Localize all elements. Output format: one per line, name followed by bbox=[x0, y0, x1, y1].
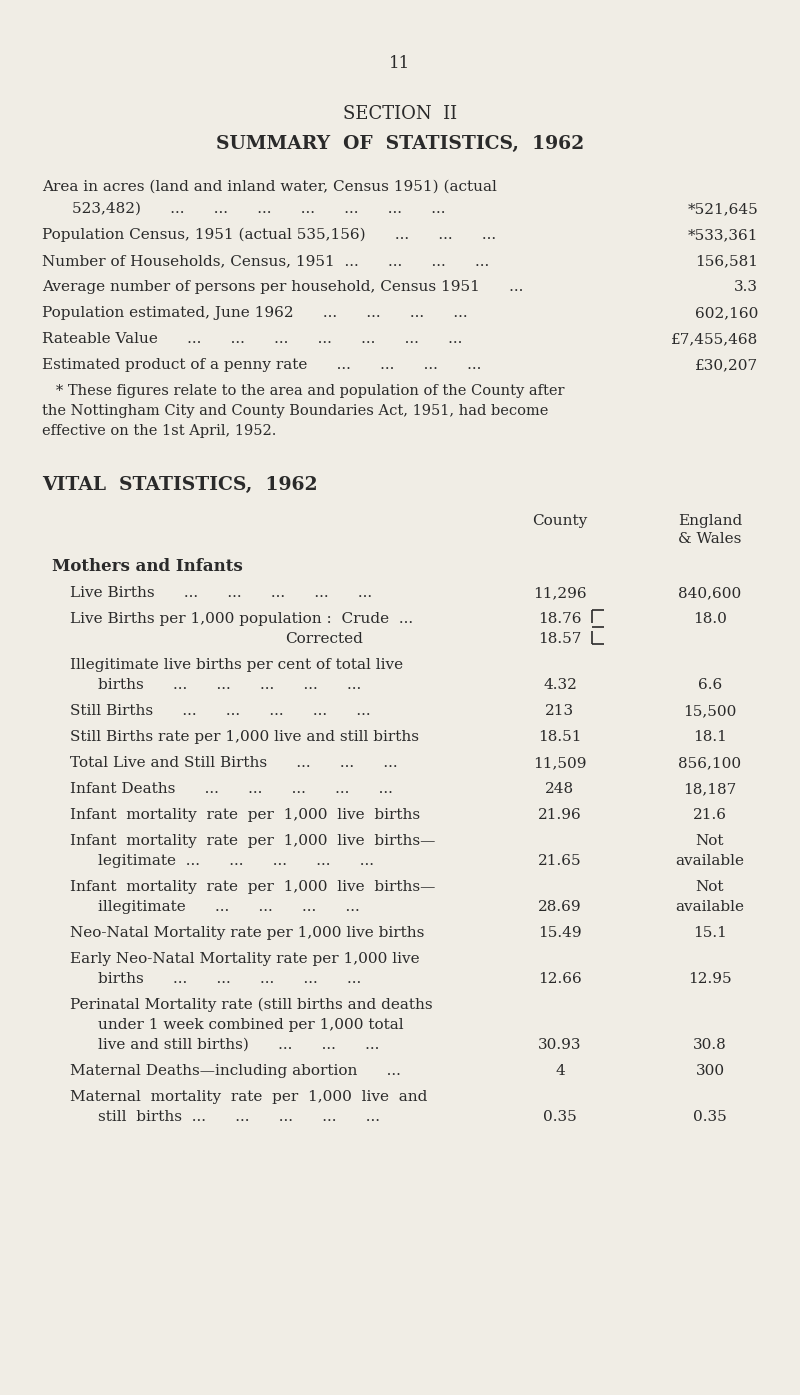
Text: 840,600: 840,600 bbox=[678, 586, 742, 600]
Text: 3.3: 3.3 bbox=[734, 280, 758, 294]
Text: 856,100: 856,100 bbox=[678, 756, 742, 770]
Text: Perinatal Mortality rate (still births and deaths: Perinatal Mortality rate (still births a… bbox=[70, 997, 433, 1013]
Text: £30,207: £30,207 bbox=[695, 359, 758, 372]
Text: Population estimated, June 1962      ...      ...      ...      ...: Population estimated, June 1962 ... ... … bbox=[42, 306, 468, 319]
Text: Infant Deaths      ...      ...      ...      ...      ...: Infant Deaths ... ... ... ... ... bbox=[70, 783, 393, 797]
Text: SECTION  II: SECTION II bbox=[343, 105, 457, 123]
Text: Infant  mortality  rate  per  1,000  live  births—: Infant mortality rate per 1,000 live bir… bbox=[70, 880, 435, 894]
Text: & Wales: & Wales bbox=[678, 531, 742, 545]
Text: 18.0: 18.0 bbox=[693, 612, 727, 626]
Text: Infant  mortality  rate  per  1,000  live  births: Infant mortality rate per 1,000 live bir… bbox=[70, 808, 420, 822]
Text: Rateable Value      ...      ...      ...      ...      ...      ...      ...: Rateable Value ... ... ... ... ... ... .… bbox=[42, 332, 462, 346]
Text: VITAL  STATISTICS,  1962: VITAL STATISTICS, 1962 bbox=[42, 476, 318, 494]
Text: 18.76: 18.76 bbox=[538, 612, 582, 626]
Text: Maternal  mortality  rate  per  1,000  live  and: Maternal mortality rate per 1,000 live a… bbox=[70, 1089, 427, 1103]
Text: County: County bbox=[532, 513, 588, 527]
Text: births      ...      ...      ...      ...      ...: births ... ... ... ... ... bbox=[98, 678, 362, 692]
Text: 18.1: 18.1 bbox=[693, 730, 727, 744]
Text: Live Births per 1,000 population :  Crude  ...: Live Births per 1,000 population : Crude… bbox=[70, 612, 413, 626]
Text: 18.51: 18.51 bbox=[538, 730, 582, 744]
Text: £7,455,468: £7,455,468 bbox=[670, 332, 758, 346]
Text: Not: Not bbox=[696, 834, 724, 848]
Text: 18,187: 18,187 bbox=[683, 783, 737, 797]
Text: Maternal Deaths—including abortion      ...: Maternal Deaths—including abortion ... bbox=[70, 1064, 401, 1078]
Text: * These figures relate to the area and population of the County after: * These figures relate to the area and p… bbox=[42, 384, 565, 398]
Text: 11,296: 11,296 bbox=[533, 586, 587, 600]
Text: 0.35: 0.35 bbox=[693, 1110, 727, 1124]
Text: Illegitimate live births per cent of total live: Illegitimate live births per cent of tot… bbox=[70, 658, 403, 672]
Text: Still Births rate per 1,000 live and still births: Still Births rate per 1,000 live and sti… bbox=[70, 730, 419, 744]
Text: 248: 248 bbox=[546, 783, 574, 797]
Text: SUMMARY  OF  STATISTICS,  1962: SUMMARY OF STATISTICS, 1962 bbox=[216, 135, 584, 153]
Text: Live Births      ...      ...      ...      ...      ...: Live Births ... ... ... ... ... bbox=[70, 586, 372, 600]
Text: 21.6: 21.6 bbox=[693, 808, 727, 822]
Text: 4: 4 bbox=[555, 1064, 565, 1078]
Text: illegitimate      ...      ...      ...      ...: illegitimate ... ... ... ... bbox=[98, 900, 360, 914]
Text: Mothers and Infants: Mothers and Infants bbox=[52, 558, 242, 575]
Text: Early Neo-Natal Mortality rate per 1,000 live: Early Neo-Natal Mortality rate per 1,000… bbox=[70, 951, 420, 965]
Text: 156,581: 156,581 bbox=[695, 254, 758, 268]
Text: Average number of persons per household, Census 1951      ...: Average number of persons per household,… bbox=[42, 280, 523, 294]
Text: Not: Not bbox=[696, 880, 724, 894]
Text: 12.95: 12.95 bbox=[688, 972, 732, 986]
Text: 4.32: 4.32 bbox=[543, 678, 577, 692]
Text: Neo-Natal Mortality rate per 1,000 live births: Neo-Natal Mortality rate per 1,000 live … bbox=[70, 926, 424, 940]
Text: 6.6: 6.6 bbox=[698, 678, 722, 692]
Text: 15.1: 15.1 bbox=[693, 926, 727, 940]
Text: 602,160: 602,160 bbox=[694, 306, 758, 319]
Text: 28.69: 28.69 bbox=[538, 900, 582, 914]
Text: Still Births      ...      ...      ...      ...      ...: Still Births ... ... ... ... ... bbox=[70, 704, 370, 718]
Text: Corrected: Corrected bbox=[285, 632, 363, 646]
Text: Number of Households, Census, 1951  ...      ...      ...      ...: Number of Households, Census, 1951 ... .… bbox=[42, 254, 490, 268]
Text: live and still births)      ...      ...      ...: live and still births) ... ... ... bbox=[98, 1038, 379, 1052]
Text: Infant  mortality  rate  per  1,000  live  births—: Infant mortality rate per 1,000 live bir… bbox=[70, 834, 435, 848]
Text: still  births  ...      ...      ...      ...      ...: still births ... ... ... ... ... bbox=[98, 1110, 380, 1124]
Text: 300: 300 bbox=[695, 1064, 725, 1078]
Text: births      ...      ...      ...      ...      ...: births ... ... ... ... ... bbox=[98, 972, 362, 986]
Text: Total Live and Still Births      ...      ...      ...: Total Live and Still Births ... ... ... bbox=[70, 756, 398, 770]
Text: 11: 11 bbox=[390, 54, 410, 73]
Text: Population Census, 1951 (actual 535,156)      ...      ...      ...: Population Census, 1951 (actual 535,156)… bbox=[42, 227, 496, 243]
Text: available: available bbox=[675, 900, 745, 914]
Text: Estimated product of a penny rate      ...      ...      ...      ...: Estimated product of a penny rate ... ..… bbox=[42, 359, 482, 372]
Text: 213: 213 bbox=[546, 704, 574, 718]
Text: 15,500: 15,500 bbox=[683, 704, 737, 718]
Text: 30.93: 30.93 bbox=[538, 1038, 582, 1052]
Text: legitimate  ...      ...      ...      ...      ...: legitimate ... ... ... ... ... bbox=[98, 854, 374, 868]
Text: effective on the 1st April, 1952.: effective on the 1st April, 1952. bbox=[42, 424, 276, 438]
Text: 30.8: 30.8 bbox=[693, 1038, 727, 1052]
Text: 18.57: 18.57 bbox=[538, 632, 582, 646]
Text: under 1 week combined per 1,000 total: under 1 week combined per 1,000 total bbox=[98, 1018, 404, 1032]
Text: England: England bbox=[678, 513, 742, 527]
Text: available: available bbox=[675, 854, 745, 868]
Text: 11,509: 11,509 bbox=[534, 756, 586, 770]
Text: *521,645: *521,645 bbox=[687, 202, 758, 216]
Text: 21.65: 21.65 bbox=[538, 854, 582, 868]
Text: 12.66: 12.66 bbox=[538, 972, 582, 986]
Text: the Nottingham City and County Boundaries Act, 1951, had become: the Nottingham City and County Boundarie… bbox=[42, 405, 548, 418]
Text: 21.96: 21.96 bbox=[538, 808, 582, 822]
Text: 0.35: 0.35 bbox=[543, 1110, 577, 1124]
Text: Area in acres (land and inland water, Census 1951) (actual: Area in acres (land and inland water, Ce… bbox=[42, 180, 497, 194]
Text: *533,361: *533,361 bbox=[687, 227, 758, 241]
Text: 15.49: 15.49 bbox=[538, 926, 582, 940]
Text: 523,482)      ...      ...      ...      ...      ...      ...      ...: 523,482) ... ... ... ... ... ... ... bbox=[72, 202, 446, 216]
